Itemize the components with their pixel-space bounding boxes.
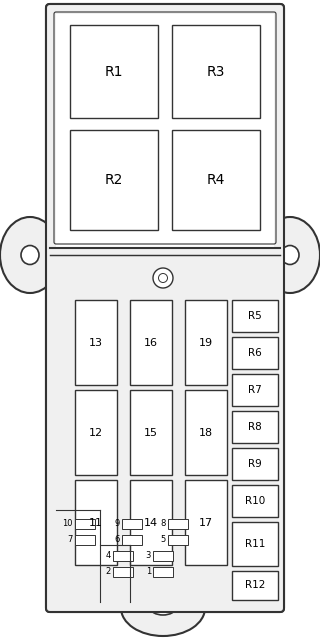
Text: 14: 14 — [144, 518, 158, 527]
Text: R11: R11 — [245, 539, 265, 549]
Text: R1: R1 — [105, 64, 123, 78]
Bar — [185, 480, 227, 565]
Text: 11: 11 — [89, 518, 103, 527]
Bar — [56, 14, 274, 248]
Text: 15: 15 — [144, 428, 158, 437]
Circle shape — [153, 268, 173, 288]
Text: 12: 12 — [89, 428, 103, 437]
Text: 7: 7 — [68, 536, 73, 545]
Text: R4: R4 — [207, 173, 225, 187]
Bar — [168, 535, 188, 545]
Bar — [70, 130, 158, 230]
Bar — [172, 130, 260, 230]
Bar — [185, 390, 227, 475]
Text: 19: 19 — [199, 338, 213, 347]
Bar — [232, 571, 278, 600]
Text: 13: 13 — [89, 338, 103, 347]
Text: 3: 3 — [146, 552, 151, 561]
Text: 17: 17 — [199, 518, 213, 527]
Text: 9: 9 — [115, 520, 120, 529]
FancyBboxPatch shape — [46, 4, 284, 612]
Bar — [75, 535, 95, 545]
Ellipse shape — [121, 580, 205, 636]
Text: 6: 6 — [115, 536, 120, 545]
Bar — [113, 567, 133, 577]
Text: R7: R7 — [248, 385, 262, 395]
Bar — [232, 374, 278, 406]
Bar — [122, 535, 142, 545]
Bar — [113, 551, 133, 561]
Bar — [232, 522, 278, 566]
Bar — [232, 411, 278, 443]
Text: R5: R5 — [248, 311, 262, 321]
Bar — [130, 300, 172, 385]
Text: R6: R6 — [248, 348, 262, 358]
Bar — [172, 25, 260, 118]
Bar — [75, 480, 117, 565]
Bar — [232, 337, 278, 369]
Text: R3: R3 — [207, 64, 225, 78]
Text: 1: 1 — [146, 568, 151, 577]
Ellipse shape — [260, 217, 320, 293]
Bar — [122, 519, 142, 529]
Bar — [232, 448, 278, 480]
Bar — [130, 480, 172, 565]
Bar — [232, 300, 278, 332]
Bar — [168, 519, 188, 529]
Ellipse shape — [281, 246, 299, 264]
Ellipse shape — [21, 246, 39, 264]
Bar — [130, 390, 172, 475]
Bar — [75, 519, 95, 529]
Text: 5: 5 — [161, 536, 166, 545]
Text: 2: 2 — [106, 568, 111, 577]
Text: 16: 16 — [144, 338, 158, 347]
Text: 4: 4 — [106, 552, 111, 561]
Text: 18: 18 — [199, 428, 213, 437]
Circle shape — [158, 273, 167, 282]
Bar — [75, 300, 117, 385]
Text: R8: R8 — [248, 422, 262, 432]
Bar — [185, 300, 227, 385]
Text: R10: R10 — [245, 496, 265, 506]
Ellipse shape — [0, 217, 60, 293]
Text: 8: 8 — [161, 520, 166, 529]
Text: R12: R12 — [245, 581, 265, 590]
Text: R2: R2 — [105, 173, 123, 187]
Text: R9: R9 — [248, 459, 262, 469]
Bar — [232, 485, 278, 517]
Bar — [153, 551, 173, 561]
Bar — [75, 390, 117, 475]
Bar — [70, 25, 158, 118]
Bar — [153, 567, 173, 577]
Text: 10: 10 — [62, 520, 73, 529]
FancyBboxPatch shape — [46, 4, 284, 612]
Ellipse shape — [150, 601, 176, 615]
